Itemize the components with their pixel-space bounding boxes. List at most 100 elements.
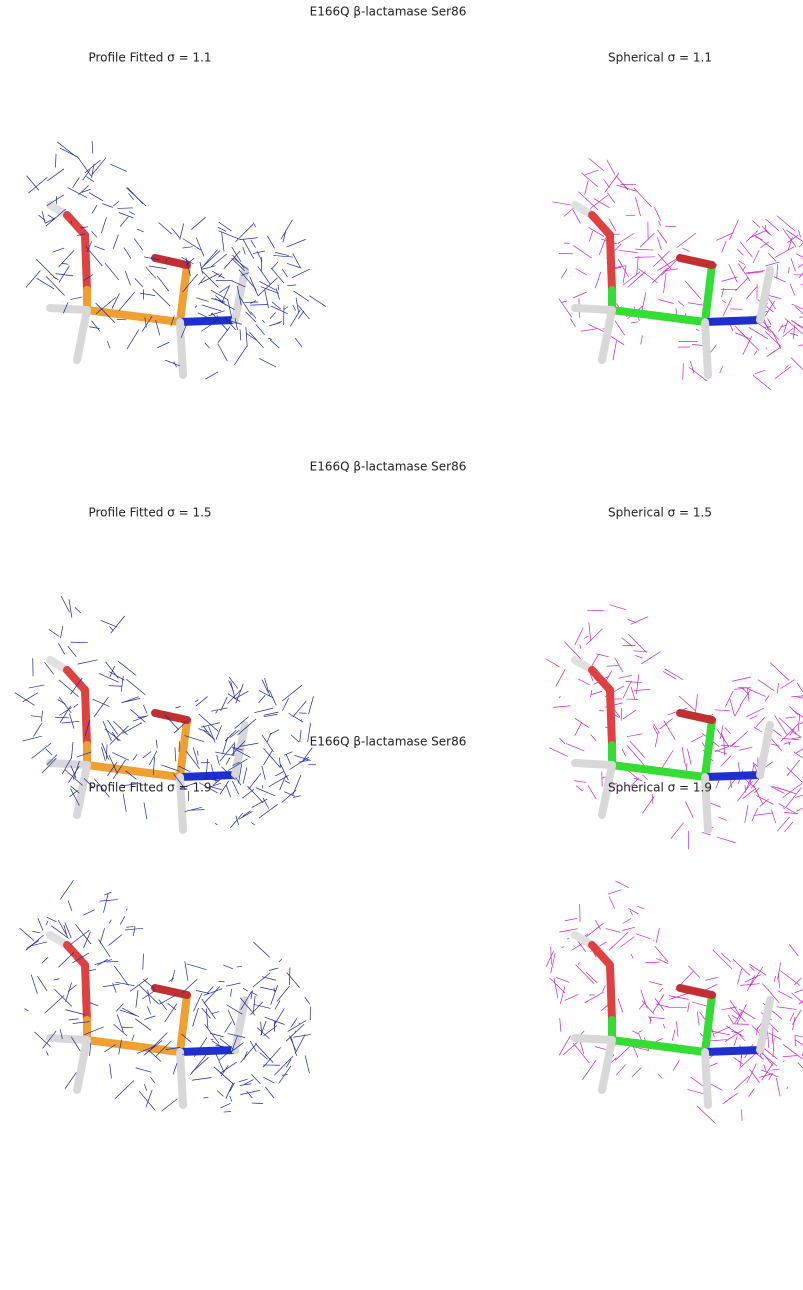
density-mesh	[591, 691, 602, 694]
density-mesh	[270, 340, 279, 348]
density-mesh	[215, 823, 217, 824]
density-mesh	[609, 605, 626, 610]
density-mesh	[546, 659, 560, 667]
density-mesh	[637, 906, 644, 909]
density-mesh	[785, 365, 789, 369]
density-mesh	[33, 723, 42, 737]
density-mesh	[212, 1012, 220, 1014]
density-mesh	[223, 737, 228, 754]
density-mesh	[696, 329, 699, 331]
density-mesh	[62, 721, 79, 723]
density-mesh	[705, 977, 718, 980]
density-mesh	[204, 987, 220, 1004]
density-mesh	[73, 178, 80, 188]
density-mesh	[126, 679, 145, 695]
density-mesh	[135, 278, 143, 287]
density-mesh	[665, 226, 676, 227]
density-mesh	[281, 220, 293, 240]
density-mesh	[250, 305, 268, 306]
density-mesh	[126, 927, 133, 928]
density-mesh	[198, 276, 205, 285]
density-mesh	[574, 781, 586, 783]
density-mesh	[246, 327, 247, 347]
density-mesh	[230, 1096, 232, 1102]
density-mesh	[25, 1009, 29, 1011]
density-mesh	[65, 1010, 85, 1015]
density-mesh	[659, 718, 672, 729]
density-mesh	[673, 1060, 679, 1070]
density-mesh	[691, 735, 703, 742]
density-mesh	[259, 804, 278, 818]
density-mesh	[195, 306, 197, 308]
density-mesh	[58, 952, 74, 967]
bond	[705, 1050, 760, 1052]
density-mesh	[275, 252, 289, 255]
density-mesh	[791, 357, 803, 372]
density-mesh	[786, 717, 796, 718]
density-mesh	[157, 342, 169, 348]
bond	[85, 235, 87, 290]
density-mesh	[732, 677, 751, 681]
density-mesh	[254, 708, 273, 712]
density-mesh	[672, 1029, 675, 1040]
density-mesh	[791, 695, 803, 696]
density-mesh	[175, 706, 180, 708]
bond	[50, 1038, 87, 1040]
density-mesh	[796, 254, 803, 257]
density-mesh	[199, 714, 219, 732]
density-mesh	[268, 338, 272, 340]
density-mesh	[282, 269, 287, 277]
density-mesh	[618, 259, 628, 277]
molecule-render	[15, 596, 316, 830]
density-mesh	[618, 999, 622, 1012]
density-mesh	[576, 786, 582, 791]
density-mesh	[749, 964, 766, 975]
density-mesh	[79, 186, 89, 195]
density-mesh	[293, 1034, 311, 1037]
density-mesh	[779, 803, 796, 813]
density-mesh	[256, 325, 265, 335]
density-mesh	[712, 1029, 715, 1038]
density-mesh	[241, 1043, 257, 1062]
density-mesh	[777, 817, 789, 831]
density-mesh	[243, 988, 248, 991]
density-mesh	[554, 978, 558, 998]
density-mesh	[731, 1007, 746, 1021]
density-mesh	[282, 685, 302, 701]
density-mesh	[125, 928, 143, 930]
row-title: E166Q β-lactamase Ser86	[310, 460, 467, 474]
density-mesh	[774, 976, 775, 982]
density-mesh	[288, 1021, 306, 1032]
density-mesh	[628, 634, 646, 652]
density-mesh	[261, 287, 279, 294]
density-mesh	[721, 953, 731, 962]
density-mesh	[274, 321, 282, 324]
density-mesh	[201, 250, 220, 268]
bond	[705, 1052, 708, 1105]
density-mesh	[717, 837, 735, 843]
density-mesh	[71, 642, 88, 643]
density-mesh	[257, 251, 262, 261]
density-mesh	[107, 341, 110, 348]
density-mesh	[692, 344, 704, 346]
density-mesh	[92, 321, 100, 332]
density-mesh	[248, 773, 261, 789]
density-mesh	[89, 193, 103, 201]
density-mesh	[62, 263, 69, 264]
density-mesh	[169, 978, 174, 982]
density-mesh	[561, 269, 567, 278]
density-mesh	[638, 268, 658, 283]
density-mesh	[690, 361, 694, 373]
density-mesh	[153, 289, 170, 306]
density-mesh	[162, 1099, 178, 1111]
density-mesh	[676, 1021, 678, 1036]
density-mesh	[226, 757, 230, 764]
density-mesh	[251, 822, 255, 825]
bond	[592, 670, 610, 690]
density-mesh	[115, 982, 134, 986]
molecule-render	[19, 880, 310, 1112]
density-mesh	[631, 617, 649, 625]
density-mesh	[740, 242, 752, 257]
density-mesh	[113, 721, 127, 735]
bond	[180, 995, 187, 1052]
